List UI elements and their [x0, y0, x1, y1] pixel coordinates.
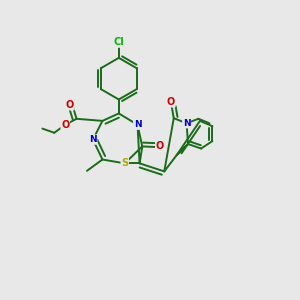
Text: N: N	[183, 119, 190, 128]
Text: O: O	[156, 140, 164, 151]
Text: N: N	[89, 135, 97, 144]
Text: O: O	[66, 100, 74, 110]
Text: Cl: Cl	[113, 37, 124, 47]
Text: O: O	[167, 97, 175, 107]
Text: N: N	[134, 120, 141, 129]
Text: O: O	[61, 120, 69, 130]
Text: S: S	[121, 158, 128, 168]
